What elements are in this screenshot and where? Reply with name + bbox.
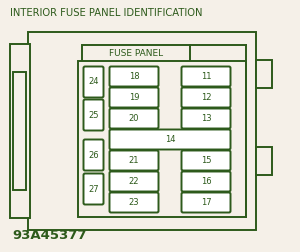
FancyBboxPatch shape <box>182 150 230 171</box>
FancyBboxPatch shape <box>182 67 230 86</box>
FancyBboxPatch shape <box>83 67 103 98</box>
Text: 22: 22 <box>129 177 139 186</box>
Text: INTERIOR FUSE PANEL IDENTIFICATION: INTERIOR FUSE PANEL IDENTIFICATION <box>10 8 202 18</box>
Text: 17: 17 <box>201 198 211 207</box>
Text: 15: 15 <box>201 156 211 165</box>
Text: FUSE PANEL: FUSE PANEL <box>109 49 163 58</box>
Text: 26: 26 <box>88 150 99 160</box>
Text: 13: 13 <box>201 114 211 123</box>
FancyBboxPatch shape <box>182 193 230 212</box>
Text: 12: 12 <box>201 93 211 102</box>
FancyBboxPatch shape <box>256 60 272 88</box>
Text: 25: 25 <box>88 110 99 119</box>
FancyBboxPatch shape <box>83 100 103 131</box>
FancyBboxPatch shape <box>83 173 103 205</box>
FancyBboxPatch shape <box>28 32 256 230</box>
FancyBboxPatch shape <box>110 172 158 192</box>
Text: 20: 20 <box>129 114 139 123</box>
Text: 23: 23 <box>129 198 139 207</box>
FancyBboxPatch shape <box>110 193 158 212</box>
FancyBboxPatch shape <box>110 67 158 86</box>
Text: 93A45377: 93A45377 <box>12 229 86 242</box>
FancyBboxPatch shape <box>13 72 26 190</box>
FancyBboxPatch shape <box>83 140 103 171</box>
FancyBboxPatch shape <box>110 87 158 108</box>
Text: 14: 14 <box>165 135 175 144</box>
FancyBboxPatch shape <box>78 61 246 217</box>
FancyBboxPatch shape <box>10 44 30 218</box>
FancyBboxPatch shape <box>256 147 272 175</box>
FancyBboxPatch shape <box>182 87 230 108</box>
Text: 27: 27 <box>88 184 99 194</box>
Text: 16: 16 <box>201 177 211 186</box>
Text: 24: 24 <box>88 78 99 86</box>
FancyBboxPatch shape <box>110 150 158 171</box>
FancyBboxPatch shape <box>110 109 158 129</box>
FancyBboxPatch shape <box>182 172 230 192</box>
FancyBboxPatch shape <box>182 109 230 129</box>
Text: 19: 19 <box>129 93 139 102</box>
Text: 18: 18 <box>129 72 139 81</box>
Text: 21: 21 <box>129 156 139 165</box>
FancyBboxPatch shape <box>110 130 230 149</box>
FancyBboxPatch shape <box>82 45 190 62</box>
Text: 11: 11 <box>201 72 211 81</box>
